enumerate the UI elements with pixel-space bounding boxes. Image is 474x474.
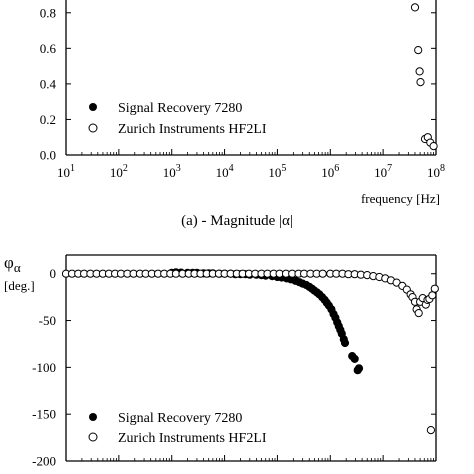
y-tick-label: 0.4 <box>40 76 57 91</box>
x-tick-label: 108 <box>427 163 445 180</box>
magnitude-plot-frame <box>65 0 437 156</box>
panel-magnitude: 0.0 0.2 0.4 0.6 0.8 101 102 103 104 105 106 107 108… <box>40 0 445 229</box>
phase-y-axis-unit: [deg.] <box>4 278 35 293</box>
x-tick-label: 104 <box>216 163 234 180</box>
magnitude-legend: Signal Recovery 7280 Zurich Instruments … <box>88 101 267 137</box>
y-tick-label: 0.0 <box>40 148 56 163</box>
x-tick-label: 102 <box>110 163 128 180</box>
panel-phase: 0 -50 -100 -150 -200 Signal Recovery 7280 Zu… <box>4 253 439 469</box>
data-point-signal-recovery <box>354 364 364 373</box>
y-tick-label: 0.8 <box>40 5 56 20</box>
x-tick-label: 106 <box>321 163 339 180</box>
legend-marker-zurich <box>88 123 98 133</box>
phase-data-points <box>61 268 439 435</box>
x-tick-label: 107 <box>374 163 392 180</box>
x-tick-label: 103 <box>163 163 181 180</box>
legend-marker-zurich-phase <box>88 432 98 442</box>
data-point-zurich <box>318 269 327 278</box>
y-tick-label: -50 <box>39 313 56 328</box>
magnitude-caption: (a) - Magnitude |α| <box>181 213 293 229</box>
phase-x-ticks <box>65 455 437 461</box>
x-tick-label: 101 <box>57 163 75 180</box>
data-point-zurich <box>414 46 423 55</box>
y-tick-label: -150 <box>32 407 56 422</box>
legend-marker-signal-recovery-phase <box>89 413 97 421</box>
y-tick-label: 0.2 <box>40 112 56 127</box>
phase-y-ticks: 0 -50 -100 -150 -200 <box>32 266 436 469</box>
data-point-zurich <box>416 78 425 87</box>
magnitude-x-ticks: 101 102 103 104 105 106 107 108 <box>57 149 445 180</box>
phase-legend: Signal Recovery 7280 Zurich Instruments … <box>88 411 267 446</box>
legend-label-signal-recovery: Signal Recovery 7280 <box>118 101 242 116</box>
data-point-zurich <box>430 284 439 293</box>
legend-label-zurich: Zurich Instruments HF2LI <box>118 122 267 137</box>
legend-label-zurich-phase: Zurich Instruments HF2LI <box>118 431 267 446</box>
legend-label-signal-recovery-phase: Signal Recovery 7280 <box>118 411 242 426</box>
data-point-signal-recovery <box>340 338 350 348</box>
data-point-zurich <box>429 142 438 151</box>
data-point-signal-recovery <box>350 354 359 363</box>
y-tick-label: 0 <box>50 266 57 281</box>
data-point-zurich <box>426 426 435 435</box>
legend-marker-signal-recovery <box>89 103 97 111</box>
data-point-zurich <box>415 67 424 76</box>
magnitude-data-points <box>410 3 438 151</box>
y-tick-label: -200 <box>32 454 56 469</box>
phase-y-axis-symbol: φα <box>4 253 21 275</box>
x-tick-label: 105 <box>268 163 286 180</box>
data-point-zurich <box>414 309 423 318</box>
data-point-zurich <box>410 3 420 12</box>
y-tick-label: -100 <box>32 360 56 375</box>
y-tick-label: 0.6 <box>40 41 57 56</box>
magnitude-x-axis-label: frequency [Hz] <box>361 191 440 206</box>
magnitude-y-ticks: 0.0 0.2 0.4 0.6 0.8 <box>40 5 436 163</box>
